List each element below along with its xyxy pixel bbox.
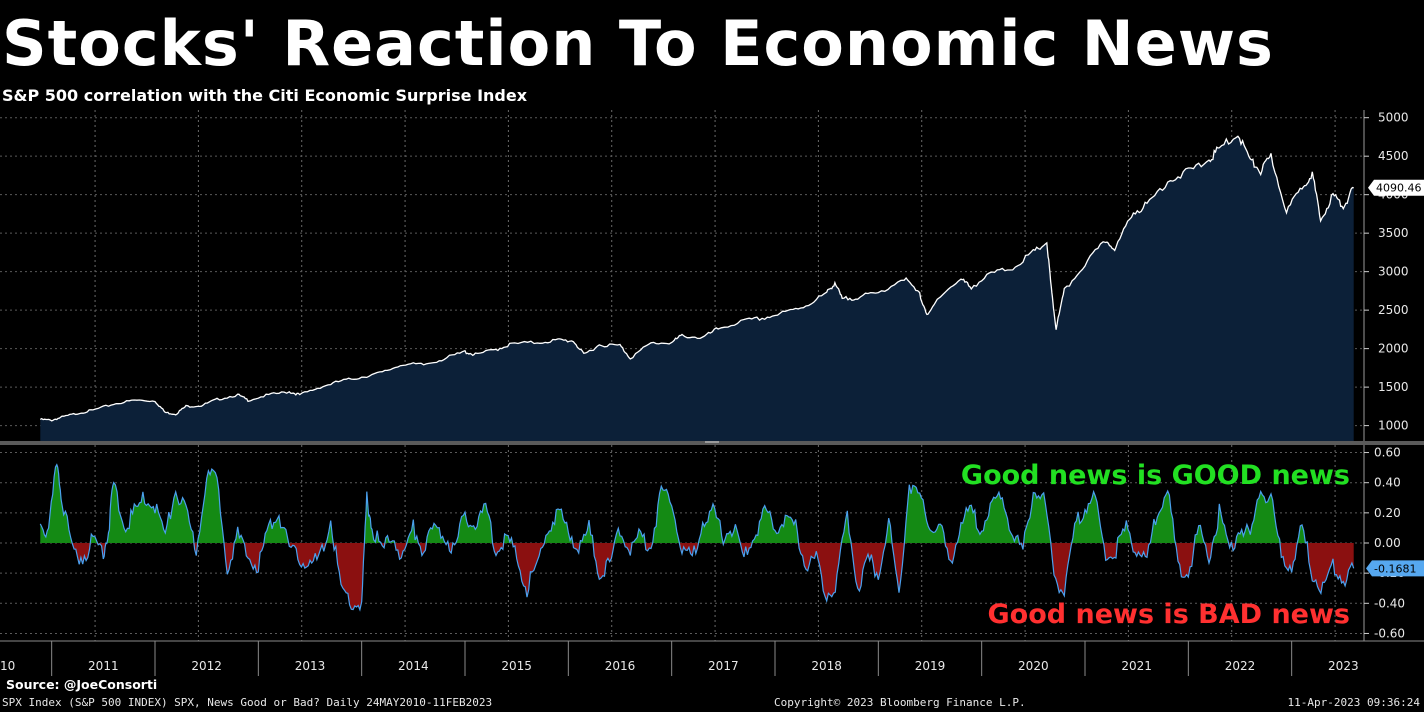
- panel-divider[interactable]: [0, 441, 1424, 445]
- price-tick-label: 4500: [1378, 149, 1409, 163]
- x-tick-label: 2012: [191, 659, 222, 673]
- correlation-panel: -0.60-0.40-0.200.000.200.400.60 -0.1681 …: [0, 445, 1424, 641]
- price-last-value: 4090.46: [1376, 182, 1422, 195]
- correlation-axis: -0.60-0.40-0.200.000.200.400.60: [1363, 445, 1405, 641]
- price-line: [39, 135, 1354, 422]
- price-axis: 100015002000250030003500400045005000: [1363, 110, 1409, 441]
- price-tick-label: 2000: [1378, 342, 1409, 356]
- price-tick-label: 5000: [1378, 111, 1409, 125]
- price-panel: 100015002000250030003500400045005000 409…: [0, 110, 1424, 442]
- correlation-positive-fill: [40, 464, 1354, 543]
- page-title: Stocks' Reaction To Economic News: [2, 7, 1274, 80]
- correlation-line: [39, 463, 1355, 612]
- price-tick-label: 1000: [1378, 419, 1409, 433]
- correlation-tick-label: -0.40: [1374, 596, 1405, 610]
- x-tick-label: 2013: [295, 659, 326, 673]
- price-last-tag-bg: [1368, 179, 1424, 196]
- x-tick-label: 2015: [501, 659, 532, 673]
- x-axis: 2010 2011 2012 2013 2014 2015 2016 2017 2018 2019…: [0, 640, 1424, 676]
- correlation-tick-label: 0.20: [1374, 506, 1401, 520]
- correlation-tick-label: -0.60: [1374, 626, 1405, 640]
- x-tick-label: 2011: [88, 659, 119, 673]
- x-tick-label: 2020: [1018, 659, 1049, 673]
- price-area-fill: [40, 136, 1354, 442]
- footer-security-info: SPX Index (S&P 500 INDEX) SPX, News Good…: [2, 696, 493, 709]
- footer-timestamp: 11-Apr-2023 09:36:24: [1287, 696, 1420, 709]
- source-label: Source: @JoeConsorti: [6, 677, 158, 692]
- chart: 100015002000250030003500400045005000 409…: [0, 110, 1424, 676]
- correlation-last-tag-bg: [1366, 560, 1424, 577]
- correlation-tick-label: 0.40: [1374, 476, 1401, 490]
- bad-news-annotation: Good news is BAD news: [988, 599, 1351, 630]
- x-tick-label: 2016: [605, 659, 636, 673]
- page-subtitle: S&P 500 correlation with the Citi Econom…: [2, 86, 528, 105]
- x-tick-label: 2021: [1121, 659, 1152, 673]
- correlation-tick-label: 0.00: [1374, 536, 1401, 550]
- correlation-tick-label: 0.60: [1374, 446, 1401, 460]
- x-tick-label: 2019: [915, 659, 946, 673]
- correlation-last-tag: -0.1681: [1366, 560, 1424, 577]
- x-tick-label: 2022: [1225, 659, 1256, 673]
- price-tick-label: 1500: [1378, 380, 1409, 394]
- good-news-annotation: Good news is GOOD news: [961, 460, 1350, 491]
- x-tick-label: 2010: [0, 659, 15, 673]
- x-tick-label: 2014: [398, 659, 429, 673]
- correlation-last-value: -0.1681: [1374, 562, 1416, 575]
- x-tick-label: 2017: [708, 659, 739, 673]
- footer-copyright: Copyright© 2023 Bloomberg Finance L.P.: [774, 696, 1026, 709]
- splitter-handle[interactable]: [705, 441, 719, 443]
- price-last-tag: 4090.46: [1368, 179, 1424, 196]
- price-tick-label: 3500: [1378, 226, 1409, 240]
- x-tick-label: 2023: [1328, 659, 1359, 673]
- price-tick-label: 2500: [1378, 303, 1409, 317]
- price-tick-label: 3000: [1378, 265, 1409, 279]
- x-tick-label: 2018: [811, 659, 842, 673]
